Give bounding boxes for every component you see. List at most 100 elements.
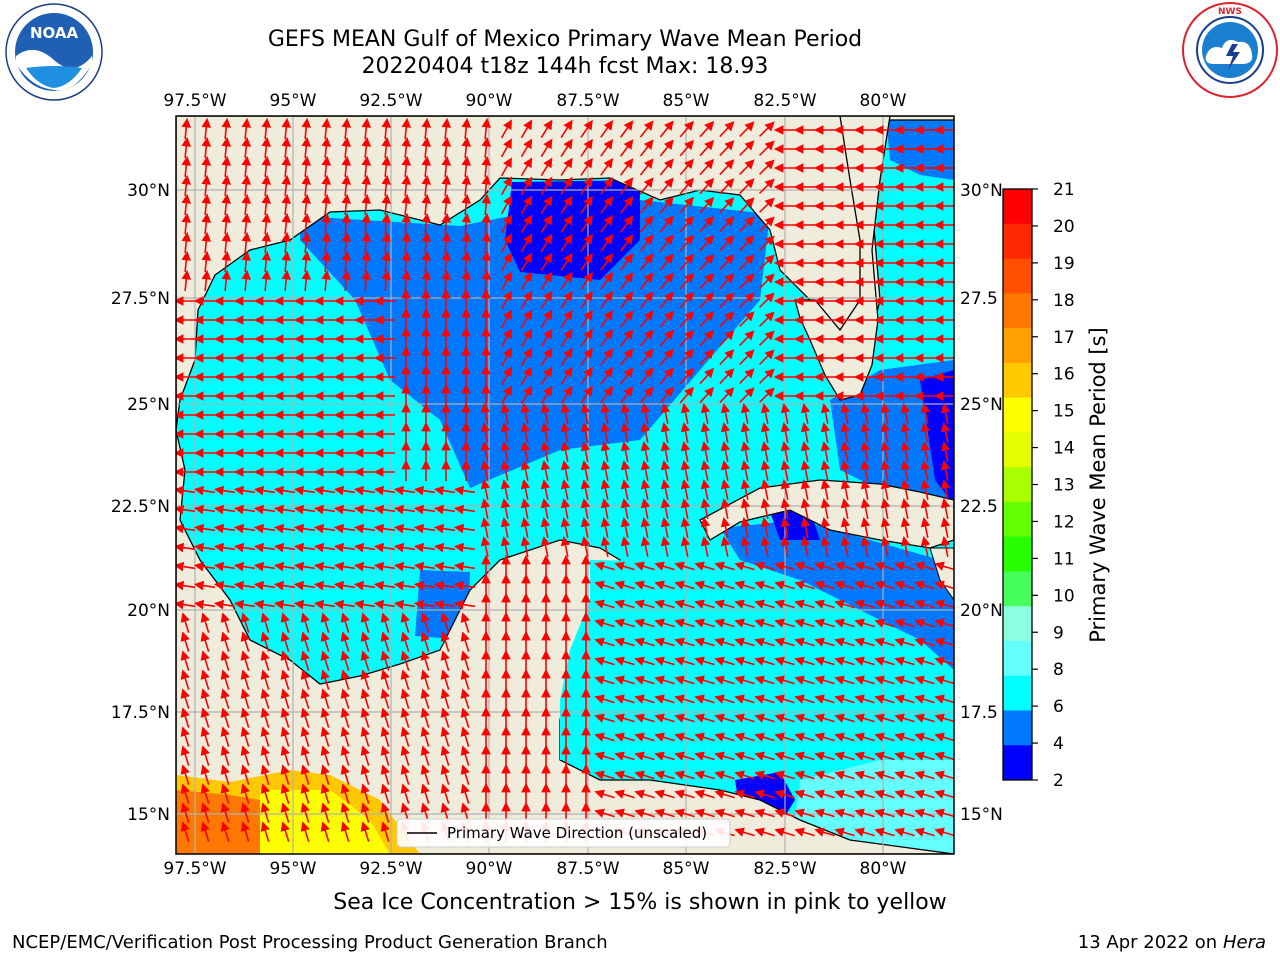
wave-arrow bbox=[740, 422, 751, 443]
wave-arrow bbox=[920, 460, 931, 481]
wave-arrow bbox=[413, 542, 436, 553]
wave-arrow bbox=[560, 366, 573, 385]
wave-arrow bbox=[373, 523, 396, 534]
wave-arrow bbox=[600, 479, 611, 500]
wave-arrow bbox=[241, 155, 252, 178]
wave-arrow bbox=[401, 250, 412, 273]
map-title: GEFS MEAN Gulf of Mexico Primary Wave Me… bbox=[267, 27, 863, 52]
wave-arrow bbox=[800, 498, 811, 519]
wave-arrow bbox=[639, 253, 654, 271]
wave-arrow bbox=[720, 460, 731, 481]
wave-arrow bbox=[719, 197, 735, 214]
lat-label-right: 20°N bbox=[960, 601, 1003, 621]
wave-arrow bbox=[540, 441, 551, 462]
wave-arrow bbox=[854, 561, 875, 571]
wave-arrow bbox=[361, 269, 372, 292]
wave-arrow bbox=[594, 580, 615, 590]
wave-arrow bbox=[754, 675, 775, 685]
wave-arrow bbox=[421, 250, 432, 273]
wave-arrow bbox=[320, 631, 330, 652]
wave-arrow bbox=[500, 119, 512, 139]
wave-arrow bbox=[421, 212, 432, 235]
wave-arrow bbox=[433, 485, 456, 496]
footer-machine: Hera bbox=[1222, 932, 1266, 953]
wave-arrow bbox=[759, 178, 775, 194]
wave-arrow bbox=[660, 479, 671, 500]
wave-arrow bbox=[540, 385, 553, 405]
wave-arrow bbox=[659, 272, 674, 290]
wave-arrow bbox=[634, 675, 655, 685]
wave-arrow bbox=[674, 637, 695, 647]
wave-arrow bbox=[500, 328, 512, 348]
wave-arrow bbox=[520, 347, 533, 367]
wave-arrow bbox=[900, 403, 911, 424]
caribbean-lightcyan-zone bbox=[790, 760, 954, 854]
wave-arrow bbox=[353, 504, 376, 515]
wave-arrow bbox=[840, 517, 851, 538]
wave-arrow bbox=[540, 252, 553, 272]
wave-arrow bbox=[600, 329, 614, 347]
wave-arrow bbox=[734, 599, 755, 609]
wave-arrow bbox=[320, 688, 330, 709]
nws-logo: NWS bbox=[1182, 2, 1278, 98]
wave-arrow bbox=[699, 348, 715, 366]
wave-arrow bbox=[900, 517, 911, 538]
lon-label-bottom: 90°W bbox=[466, 859, 513, 879]
wave-arrow bbox=[500, 214, 512, 234]
wave-arrow bbox=[679, 253, 694, 271]
wave-arrow bbox=[241, 212, 252, 235]
wave-arrow bbox=[313, 523, 336, 534]
wave-arrow bbox=[600, 139, 614, 157]
wave-arrow bbox=[740, 441, 751, 462]
wave-arrow bbox=[700, 479, 711, 500]
wave-arrow bbox=[180, 631, 190, 652]
wave-arrow bbox=[699, 234, 715, 252]
wave-arrow bbox=[634, 637, 655, 647]
wave-arrow bbox=[654, 656, 675, 666]
wave-arrow bbox=[580, 347, 593, 366]
wave-arrow bbox=[220, 650, 230, 671]
wave-arrow bbox=[520, 119, 533, 139]
wave-arrow bbox=[639, 348, 654, 366]
wave-arrow bbox=[620, 403, 631, 424]
wave-arrow bbox=[820, 403, 831, 424]
map-legend: Primary Wave Direction (unscaled) bbox=[396, 818, 731, 848]
wave-arrow bbox=[220, 612, 230, 633]
wave-arrow bbox=[900, 422, 911, 443]
wave-arrow bbox=[333, 580, 356, 591]
wave-arrow bbox=[760, 498, 771, 519]
wave-arrow bbox=[281, 250, 292, 273]
wave-arrow bbox=[233, 504, 256, 515]
wave-arrow bbox=[614, 618, 635, 628]
wave-arrow bbox=[699, 196, 715, 214]
wave-arrow bbox=[759, 235, 775, 251]
wave-arrow bbox=[341, 136, 352, 159]
wave-arrow bbox=[440, 650, 450, 671]
wave-arrow bbox=[401, 212, 412, 235]
wave-arrow bbox=[241, 136, 252, 159]
wave-arrow bbox=[313, 504, 336, 515]
wave-arrow bbox=[540, 290, 553, 310]
wave-arrow bbox=[373, 542, 396, 553]
wave-arrow bbox=[739, 368, 755, 384]
wave-arrow bbox=[240, 612, 250, 633]
wave-arrow bbox=[920, 517, 931, 538]
wave-arrow bbox=[341, 193, 352, 216]
wave-arrow bbox=[659, 215, 674, 233]
wave-arrow bbox=[433, 580, 456, 591]
wave-arrow bbox=[241, 250, 252, 273]
wave-arrow bbox=[739, 159, 755, 175]
colorbar-segment bbox=[1003, 223, 1032, 260]
wave-arrow bbox=[381, 193, 392, 216]
wave-arrow bbox=[580, 119, 593, 138]
wave-arrow bbox=[540, 479, 551, 500]
colorbar-tick-label: 15 bbox=[1053, 402, 1075, 422]
wave-arrow bbox=[834, 675, 855, 685]
wave-arrow bbox=[774, 656, 795, 666]
wave-arrow bbox=[634, 656, 655, 666]
wave-arrow bbox=[699, 386, 715, 404]
wave-arrow bbox=[679, 386, 694, 404]
wave-arrow bbox=[261, 250, 272, 273]
wave-arrow bbox=[774, 561, 795, 571]
wave-arrow bbox=[934, 637, 954, 647]
